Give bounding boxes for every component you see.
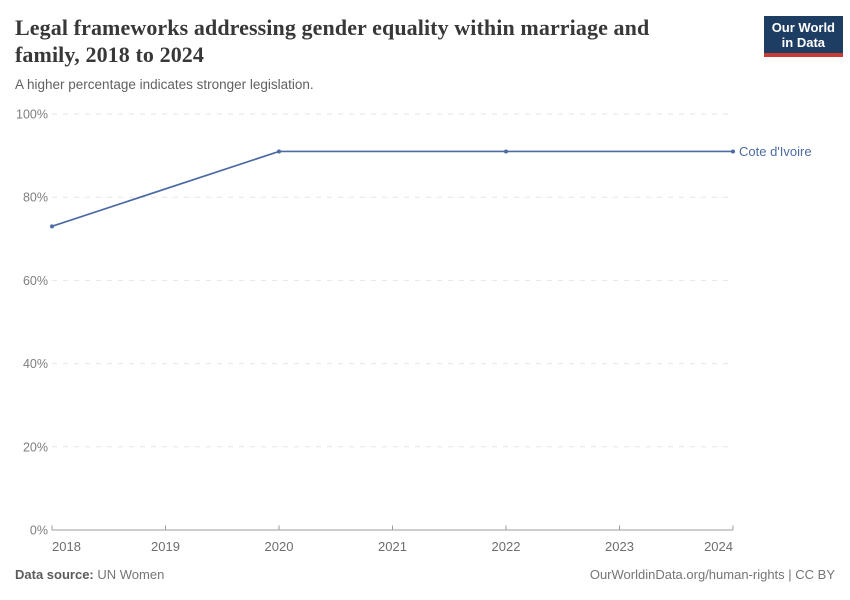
- data-source-label: Data source:: [15, 567, 94, 582]
- series-line: [51, 150, 733, 228]
- x-tick-label: 2020: [265, 539, 294, 554]
- chart-title: Legal frameworks addressing gender equal…: [15, 14, 755, 68]
- series-label: Cote d'Ivoire: [739, 144, 812, 159]
- x-tick-label: 2024: [704, 539, 733, 554]
- chart-title-line1: Legal frameworks addressing gender equal…: [15, 15, 650, 40]
- line-chart: 0% 20% 40% 60% 80% 100% 2018 2019 2020 2021 2022 20…: [16, 108, 812, 555]
- x-tick-label: 2021: [378, 539, 407, 554]
- y-tick-label: 20%: [23, 440, 48, 454]
- y-tick-label: 80%: [23, 191, 48, 205]
- data-source: Data source: UN Women: [15, 567, 164, 582]
- owid-logo[interactable]: Our World in Data: [763, 16, 843, 57]
- owid-logo-line1: Our World: [771, 20, 835, 35]
- owid-logo-line2: in Data: [781, 35, 826, 50]
- data-source-value: UN Women: [97, 567, 165, 582]
- y-tick-label: 100%: [16, 108, 48, 122]
- y-tick-label: 40%: [23, 357, 48, 371]
- chart-header: Legal frameworks addressing gender equal…: [15, 14, 755, 92]
- x-tick-label: 2023: [605, 539, 634, 554]
- x-tick-label: 2018: [52, 539, 81, 554]
- attribution-link[interactable]: OurWorldinData.org/human-rights | CC BY: [589, 567, 835, 582]
- y-tick-label: 0%: [30, 524, 48, 538]
- data-point: [50, 224, 54, 229]
- data-point: [277, 149, 281, 154]
- data-point: [504, 149, 508, 154]
- chart-footer: Data source: UN Women OurWorldinData.org…: [15, 567, 835, 582]
- chart-subtitle: A higher percentage indicates stronger l…: [15, 77, 314, 92]
- y-tick-label: 60%: [23, 274, 48, 288]
- x-tick-label: 2019: [151, 539, 180, 554]
- data-point: [731, 149, 735, 154]
- x-tick-label: 2022: [492, 539, 521, 554]
- chart-title-line2: family, 2018 to 2024: [15, 42, 204, 67]
